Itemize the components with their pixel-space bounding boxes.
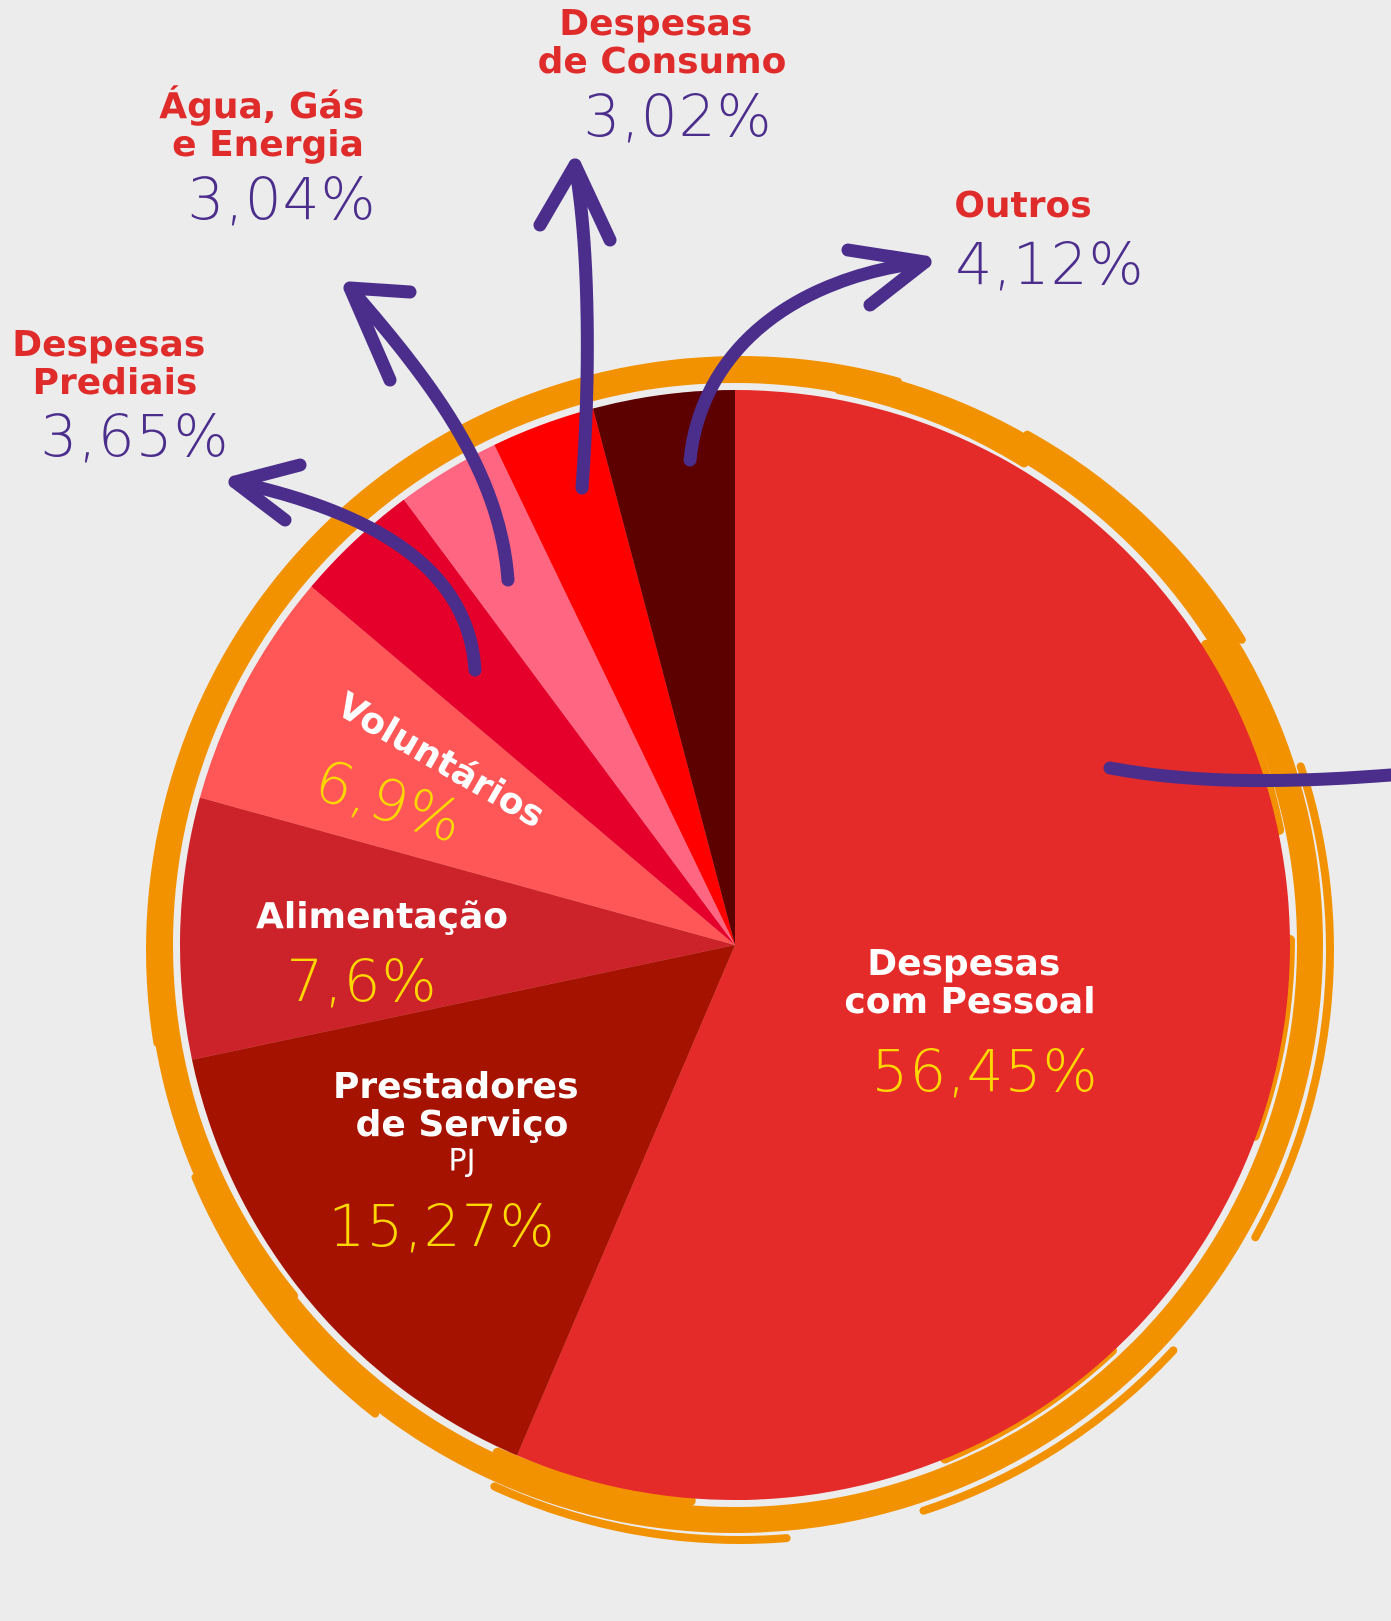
slice-label: Outros xyxy=(954,185,1091,226)
pie xyxy=(180,390,1290,1500)
value-label: 3,65% xyxy=(40,402,229,470)
slice-label: Água, Gás e Energia xyxy=(159,85,377,165)
value-label: 3,04% xyxy=(187,165,376,233)
slice-label: Prestadores de Serviço xyxy=(333,1066,591,1145)
slice-label: Despesas com Pessoal xyxy=(844,943,1095,1022)
value-label: 4,12% xyxy=(955,230,1144,298)
slice-label: Alimentação xyxy=(256,896,508,937)
slice-label: Despesas Prediais xyxy=(12,324,218,403)
value-label: 15,27% xyxy=(328,1192,555,1260)
value-label: 56,45% xyxy=(871,1037,1098,1105)
value-label: 3,02% xyxy=(583,82,772,150)
value-label: 7,6% xyxy=(286,947,437,1015)
chart: Despesas com Pessoal 56,45% Prestadores de… xyxy=(0,0,1391,1621)
annotation: PJ xyxy=(449,1144,476,1179)
slice-label: Despesas de Consumo xyxy=(538,3,787,82)
